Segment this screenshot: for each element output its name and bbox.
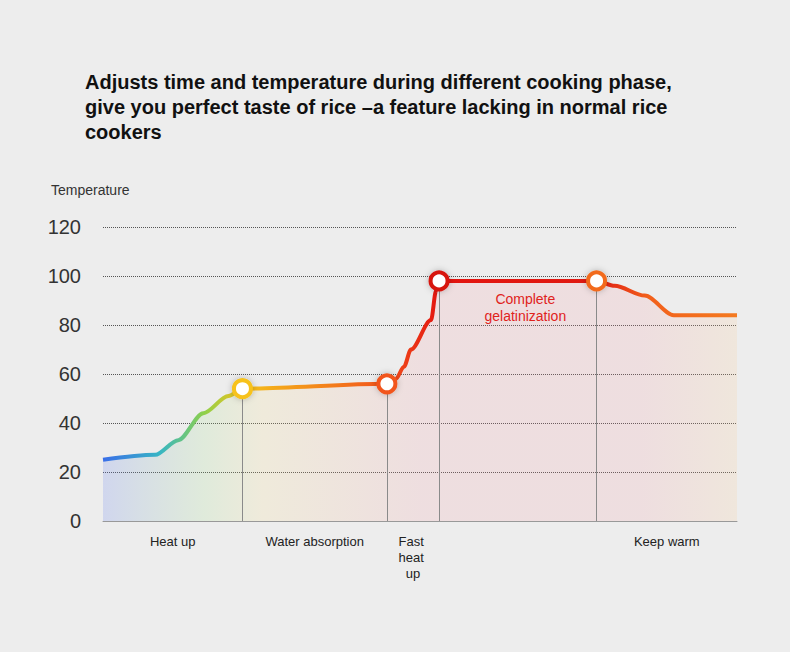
svg-text:Adjusts time and temperature d: Adjusts time and temperature during diff… — [85, 71, 677, 93]
svg-text:Fast: Fast — [399, 534, 428, 549]
svg-text:60: 60 — [59, 363, 81, 385]
svg-text:100: 100 — [48, 265, 81, 287]
svg-text:up: up — [406, 566, 420, 581]
svg-text:heat: heat — [399, 550, 428, 565]
svg-text:give you perfect taste of rice: give you perfect taste of rice –a featur… — [85, 96, 673, 118]
svg-text:20: 20 — [59, 461, 81, 483]
svg-text:cookers: cookers — [85, 121, 162, 143]
svg-text:Temperature: Temperature — [51, 182, 130, 198]
svg-text:Complete: Complete — [495, 291, 555, 307]
svg-text:80: 80 — [59, 314, 81, 336]
svg-text:0: 0 — [70, 510, 81, 532]
svg-text:Heat up: Heat up — [150, 534, 196, 549]
svg-text:40: 40 — [59, 412, 81, 434]
svg-text:Water absorption: Water absorption — [265, 534, 364, 549]
svg-text:120: 120 — [48, 216, 81, 238]
svg-text:Keep warm: Keep warm — [634, 534, 700, 549]
svg-text:gelatinization: gelatinization — [484, 308, 566, 324]
